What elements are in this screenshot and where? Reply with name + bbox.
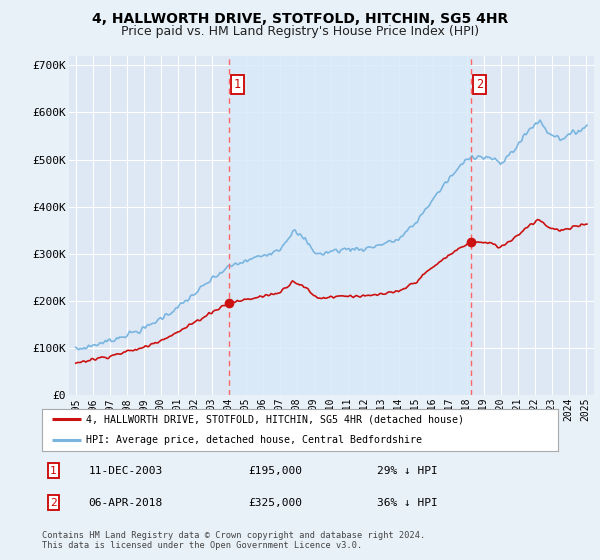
- Text: 29% ↓ HPI: 29% ↓ HPI: [377, 465, 438, 475]
- Text: 36% ↓ HPI: 36% ↓ HPI: [377, 498, 438, 508]
- Text: £325,000: £325,000: [248, 498, 302, 508]
- Text: 1: 1: [234, 78, 241, 91]
- Text: £195,000: £195,000: [248, 465, 302, 475]
- Text: HPI: Average price, detached house, Central Bedfordshire: HPI: Average price, detached house, Cent…: [86, 435, 422, 445]
- Text: 06-APR-2018: 06-APR-2018: [88, 498, 163, 508]
- Text: 4, HALLWORTH DRIVE, STOTFOLD, HITCHIN, SG5 4HR: 4, HALLWORTH DRIVE, STOTFOLD, HITCHIN, S…: [92, 12, 508, 26]
- Text: 2: 2: [476, 78, 484, 91]
- Text: 11-DEC-2003: 11-DEC-2003: [88, 465, 163, 475]
- Text: Contains HM Land Registry data © Crown copyright and database right 2024.
This d: Contains HM Land Registry data © Crown c…: [42, 531, 425, 550]
- Text: Price paid vs. HM Land Registry's House Price Index (HPI): Price paid vs. HM Land Registry's House …: [121, 25, 479, 38]
- Bar: [229, 56, 471, 395]
- Text: 2: 2: [50, 498, 57, 508]
- Text: 1: 1: [50, 465, 57, 475]
- Text: 4, HALLWORTH DRIVE, STOTFOLD, HITCHIN, SG5 4HR (detached house): 4, HALLWORTH DRIVE, STOTFOLD, HITCHIN, S…: [86, 414, 464, 424]
